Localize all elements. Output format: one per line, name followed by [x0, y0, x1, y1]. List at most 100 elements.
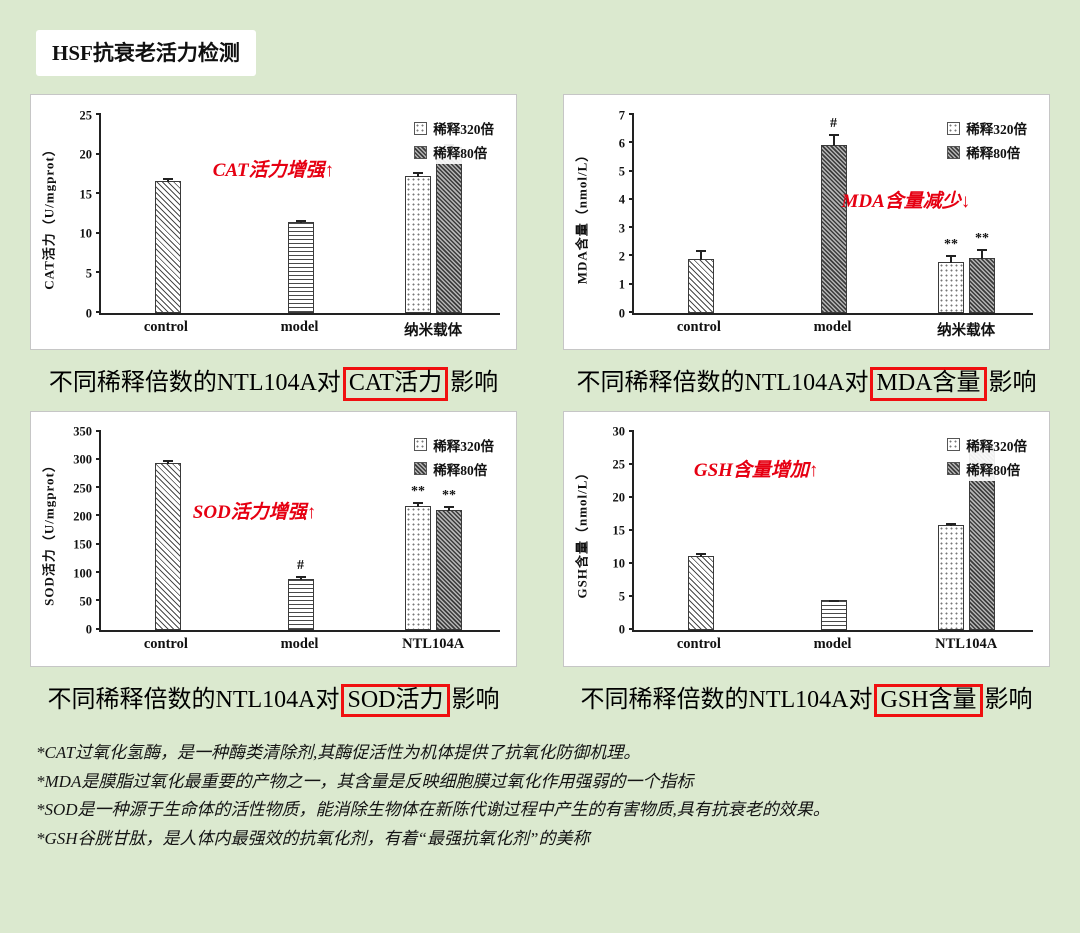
y-tick-mark — [96, 192, 101, 195]
title-row: HSF抗衰老活力检测 — [0, 0, 1080, 76]
y-tick-label: 0 — [618, 305, 625, 320]
chart-plot: 0 50 100 150 200 250 300 350 # ** ** 稀释320倍 稀释80倍 SOD… — [61, 420, 508, 660]
y-tick-label: 20 — [612, 490, 626, 505]
y-tick-label: 0 — [85, 622, 92, 637]
legend-swatch-icon — [414, 438, 428, 452]
error-bar — [977, 248, 987, 259]
bar-group-纳米载体: ** ** — [900, 115, 1033, 313]
y-axis-label: MDA含量（nmol/L） — [568, 103, 594, 343]
x-axis-label: 纳米载体 — [937, 323, 996, 339]
bar-group-model: # — [767, 115, 900, 313]
footnote-gsh: *GSH谷胱甘肽，是人体内最强效的抗氧化剂，有着“最强抗氧化剂”的美称 — [36, 828, 590, 848]
y-tick-label: 7 — [618, 107, 625, 122]
legend-item: 稀释80倍 — [414, 459, 494, 479]
error-bar — [295, 576, 306, 580]
legend-swatch-icon — [414, 462, 428, 476]
y-tick-label: 2 — [618, 249, 625, 264]
chart-annotation: MDA含量减少↓ — [841, 191, 971, 213]
chart-grid: CAT活力（U/mgprot） 0 5 10 15 20 25 稀释320倍 稀释80倍 CAT活… — [0, 76, 1080, 723]
y-tick-mark — [96, 113, 101, 115]
caption-sod: 不同稀释倍数的NTL104A对 SOD活力 影响 — [30, 667, 517, 724]
significance-mark: ** — [944, 236, 958, 252]
error-bar — [413, 501, 423, 508]
bar-control — [154, 459, 181, 630]
bar-group-control — [634, 115, 767, 313]
x-axis-labels: control model NTL104A — [632, 636, 1033, 653]
chart-annotation: SOD活力增强↑ — [192, 501, 317, 523]
bar-groups: # ** ** — [101, 432, 500, 630]
caption-gsh: 不同稀释倍数的NTL104A对 GSH含量 影响 — [563, 667, 1050, 724]
bar-group-NTL104A: ** ** — [367, 432, 500, 630]
bar-group-纳米载体 — [367, 115, 500, 313]
y-tick-mark — [96, 486, 101, 489]
x-axis-label: NTL104A — [935, 635, 998, 652]
sod-activity-chart: SOD活力（U/mgprot） 0 50 100 150 200 250 300 350 # ** *… — [30, 410, 517, 667]
y-axis-label-text: GSH含量（nmol/L） — [574, 465, 590, 599]
caption-prefix: 不同稀释倍数的NTL104A对 — [47, 686, 340, 713]
y-tick-label: 200 — [73, 509, 92, 524]
error-bar — [444, 506, 454, 511]
bar-稀释80倍: ** — [436, 489, 462, 630]
chart-cell-mda: MDA含量（nmol/L） 0 1 2 3 4 5 6 7 # ** ** 稀释320倍 稀释80倍 MDA… — [563, 94, 1050, 407]
chart-cell-cat: CAT活力（U/mgprot） 0 5 10 15 20 25 稀释320倍 稀释80倍 CAT活… — [30, 94, 517, 407]
y-tick-mark — [96, 514, 101, 517]
legend-item: 稀释80倍 — [414, 142, 494, 162]
y-tick-label: 20 — [79, 147, 93, 162]
y-tick-label: 50 — [79, 594, 93, 609]
x-axis-label: control — [676, 635, 721, 652]
y-tick-label: 3 — [618, 220, 625, 235]
y-axis-label-text: CAT活力（U/mgprot） — [41, 142, 57, 290]
y-tick-mark — [629, 282, 634, 285]
significance-mark: ** — [411, 483, 425, 499]
x-axis-label: model — [280, 635, 319, 652]
x-axis-label: model — [813, 635, 852, 652]
y-tick-mark — [629, 141, 634, 144]
legend: 稀释320倍 稀释80倍 — [943, 432, 1031, 481]
y-tick-label: 250 — [73, 480, 92, 495]
footnote-cat: *CAT过氧化氢酶，是一种酶类清除剂,其酶促活性为机体提供了抗氧化防御机理。 — [36, 743, 641, 763]
caption-suffix: 影响 — [988, 370, 1037, 396]
caption-prefix: 不同稀释倍数的NTL104A对 — [580, 686, 873, 713]
significance-mark: # — [297, 558, 304, 574]
bar-groups — [101, 115, 500, 313]
error-bar — [828, 134, 839, 146]
footnote-sod: *SOD是一种源于生命体的活性物质，能消除生物体在新陈代谢过程中产生的有害物质,… — [36, 800, 830, 820]
bar-稀释80倍: ** — [969, 231, 995, 313]
caption-highlight-box: MDA含量 — [870, 367, 987, 401]
legend-item: 稀释80倍 — [947, 459, 1027, 479]
y-tick-mark — [96, 627, 101, 630]
legend-item: 稀释320倍 — [947, 118, 1027, 138]
legend-label: 稀释320倍 — [433, 438, 494, 454]
y-tick-mark — [96, 599, 101, 602]
y-tick-mark — [96, 311, 101, 313]
bar-groups: # ** ** — [634, 115, 1033, 313]
y-tick-mark — [629, 254, 634, 257]
legend-label: 稀释320倍 — [433, 122, 494, 137]
caption-cat: 不同稀释倍数的NTL104A对 CAT活力 影响 — [30, 350, 517, 407]
legend: 稀释320倍 稀释80倍 — [943, 116, 1031, 164]
y-tick-mark — [96, 571, 101, 574]
x-axis-label: control — [143, 635, 188, 652]
y-tick-mark — [629, 495, 634, 498]
chart-cell-sod: SOD活力（U/mgprot） 0 50 100 150 200 250 300 350 # ** *… — [30, 410, 517, 724]
y-tick-mark — [629, 197, 634, 200]
legend-item: 稀释320倍 — [947, 435, 1027, 455]
x-axis-label: 纳米载体 — [404, 323, 463, 339]
y-tick-label: 0 — [618, 622, 625, 637]
bar-model — [287, 219, 314, 313]
legend-item: 稀释320倍 — [414, 435, 494, 455]
caption-highlight-box: SOD活力 — [341, 683, 450, 718]
bar-稀释320倍: ** — [938, 237, 964, 313]
y-tick-label: 10 — [612, 556, 626, 571]
y-tick-label: 100 — [73, 565, 92, 580]
plot-area: 0 5 10 15 20 25 30 稀释320倍 稀释80倍 GSH含量增加↑ — [613, 425, 1033, 635]
page-title: HSF抗衰老活力检测 — [36, 30, 256, 76]
chart-cell-gsh: GSH含量（nmol/L） 0 5 10 15 20 25 30 稀释320倍 稀释80倍 GSH含… — [563, 410, 1050, 724]
y-tick-mark — [629, 528, 634, 531]
y-tick-mark — [629, 311, 634, 313]
y-axis-label: GSH含量（nmol/L） — [568, 420, 594, 660]
x-axis-label: NTL104A — [402, 635, 465, 652]
gsh-content-chart: GSH含量（nmol/L） 0 5 10 15 20 25 30 稀释320倍 稀释80倍 GSH含… — [563, 410, 1050, 667]
footnote-mda: *MDA是膜脂过氧化最重要的产物之一，其含量是反映细胞膜过氧化作用强弱的一个指标 — [36, 771, 694, 791]
y-tick-label: 5 — [618, 164, 625, 179]
